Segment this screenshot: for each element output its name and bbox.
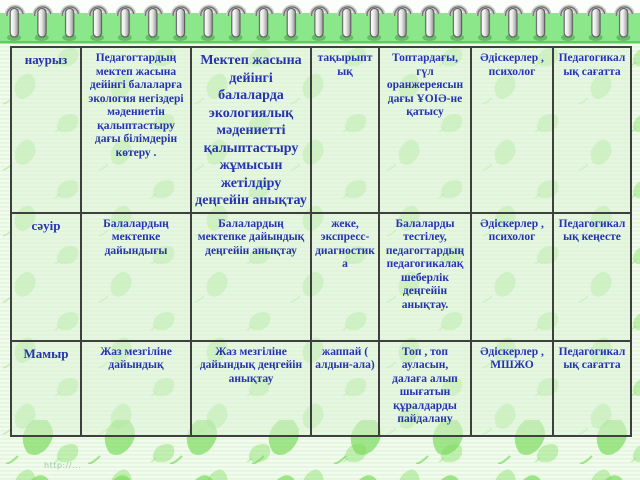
task-cell: Мектеп жасына дейінгі балаларда экология… (190, 46, 312, 214)
method-cell: Балаларды тестілеу, педагогтардың педаго… (378, 211, 472, 342)
goal-cell: Балалардың мектепке дайындығы (80, 211, 192, 342)
spiral-binding (0, 0, 640, 47)
form-cell: тақырыптық (310, 46, 380, 214)
method-cell: Топтардағы, гүл оранжереясын дағы ҰОІӘ-н… (378, 46, 472, 214)
form-cell: жаппай ( алдын-ала) (310, 339, 380, 437)
goal-cell: Жаз мезгіліне дайындық (80, 339, 192, 437)
task-cell: Балалардың мектепке дайындық деңгейін ан… (190, 211, 312, 342)
responsible-cell: Әдіскерлер , психолог (470, 46, 554, 214)
table-row-april: сәуір Балалардың мектепке дайындығы Бала… (10, 211, 632, 342)
month-cell: сәуір (10, 211, 82, 342)
venue-cell: Педагогикалық сағатта (552, 339, 632, 437)
form-cell: жеке, экспресс-диагностика (310, 211, 380, 342)
responsible-cell: Әдіскерлер , МШЖО (470, 339, 554, 437)
venue-cell: Педагогикалық сағатта (552, 46, 632, 214)
task-cell: Жаз мезгіліне дайындық деңгейін анықтау (190, 339, 312, 437)
month-cell: наурыз (10, 46, 82, 214)
table-row-march: наурыз Педагогтардың мектеп жасына дейін… (10, 46, 632, 214)
venue-cell: Педагогикалық кеңесте (552, 211, 632, 342)
responsible-cell: Әдіскерлер , психолог (470, 211, 554, 342)
table-row-may: Мамыр Жаз мезгіліне дайындық Жаз мезгілі… (10, 339, 632, 437)
month-cell: Мамыр (10, 339, 82, 437)
method-cell: Топ , топ ауласын, далаға алып шығатын қ… (378, 339, 472, 437)
monthly-plan-table: наурыз Педагогтардың мектеп жасына дейін… (10, 46, 632, 437)
watermark-url: http://... (44, 461, 82, 470)
goal-cell: Педагогтардың мектеп жасына дейінгі бала… (80, 46, 192, 214)
